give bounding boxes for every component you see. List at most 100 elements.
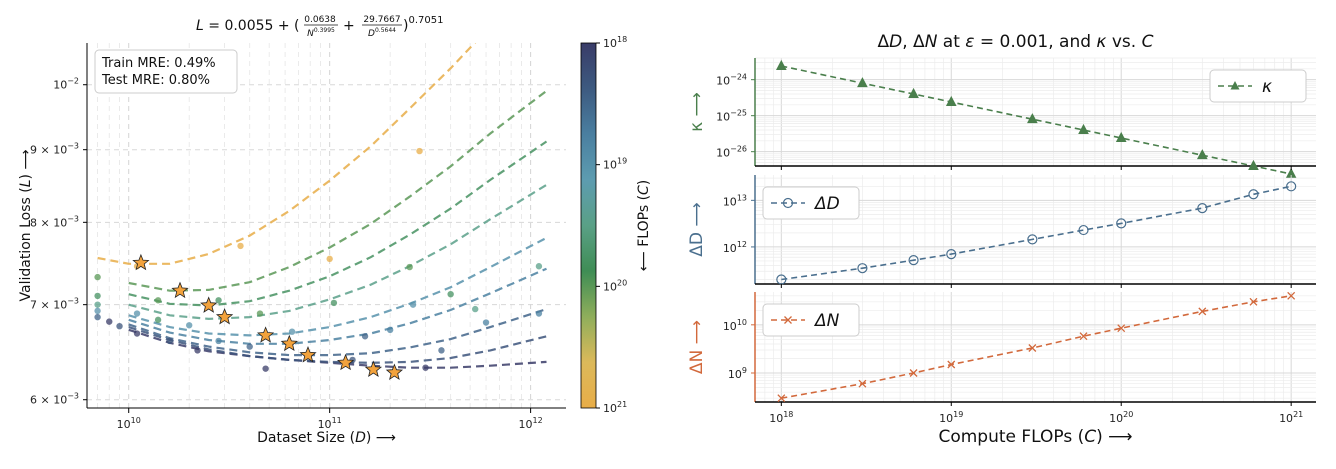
data-marker <box>945 95 957 106</box>
data-point <box>256 310 264 317</box>
data-point <box>409 301 417 308</box>
data-point <box>133 310 141 317</box>
optimum-star <box>132 253 150 271</box>
y-tick-label: 6 × 10−3 <box>30 392 79 407</box>
optimum-star <box>171 281 189 299</box>
optimum-star <box>299 346 317 363</box>
data-marker <box>858 379 867 388</box>
title-plus: + <box>343 18 355 34</box>
optimum-star <box>215 308 234 325</box>
series-line <box>781 185 1292 281</box>
left-grid <box>87 43 566 408</box>
data-point <box>133 330 141 337</box>
optimum-star <box>336 353 355 371</box>
title-rhs: )0.7051 <box>403 15 443 34</box>
y-axis-title: Validation Loss (L) ⟶ <box>18 150 34 302</box>
fit-curve <box>128 267 547 345</box>
data-marker <box>1078 224 1089 236</box>
data-marker <box>1286 181 1297 192</box>
data-marker <box>1248 189 1259 200</box>
data-point <box>94 313 101 321</box>
data-marker <box>908 255 919 266</box>
optimum-star <box>364 360 383 377</box>
y-tick-label: 10−26 <box>716 145 747 160</box>
x-tick-label: 1012 <box>519 416 543 431</box>
y-tick-label: 10−24 <box>716 73 747 88</box>
series-line <box>781 295 1292 399</box>
right-x-axis-title: Compute FLOPs (C) ⟶ <box>938 427 1132 447</box>
data-marker <box>908 87 919 98</box>
colorbar-label: ⟵ FLOPs (C) <box>636 180 652 272</box>
data-point <box>326 255 333 263</box>
data-point <box>386 326 394 334</box>
x-tick-label: 1010 <box>117 416 141 431</box>
title-num1: 0.0638 <box>304 15 336 25</box>
data-point <box>186 322 193 329</box>
y-tick-label: 9 × 10−3 <box>30 142 79 157</box>
data-marker <box>1078 123 1089 134</box>
title-den2: D0.5644 <box>368 27 396 39</box>
data-point <box>482 319 490 326</box>
data-marker <box>1197 203 1208 214</box>
optimum-star <box>256 326 275 343</box>
fit-curve <box>128 183 548 321</box>
fit-curves <box>97 43 548 369</box>
data-point <box>94 292 101 300</box>
y-tick-label: 7 × 10−3 <box>30 297 79 312</box>
fit-curve <box>128 326 547 364</box>
data-point <box>262 365 269 372</box>
x-tick-label: 1018 <box>769 410 793 425</box>
panel-delta-d: 1013 1012 ΔD ΔD ⟶ <box>687 175 1316 288</box>
data-point <box>215 337 222 345</box>
title-num2: 29.7667 <box>363 15 400 25</box>
data-points <box>94 147 543 372</box>
legend-label: κ <box>1262 77 1272 97</box>
right-title: ΔD, ΔN at ε = 0.001, and κ vs. C <box>878 32 1154 52</box>
data-point <box>94 301 101 308</box>
data-point <box>535 263 543 270</box>
data-marker <box>1115 131 1127 142</box>
legend-box <box>762 303 860 337</box>
data-marker <box>857 77 868 88</box>
data-point <box>237 242 244 250</box>
data-marker <box>1117 324 1126 333</box>
data-point <box>94 273 101 281</box>
legend-marker <box>784 316 792 324</box>
fit-curve <box>128 140 548 307</box>
legend-line: Test MRE: 0.80% <box>101 73 210 88</box>
legend-label: ΔD <box>813 194 840 214</box>
x-tick-label: 1020 <box>1109 410 1133 425</box>
data-point <box>447 290 454 298</box>
right-chart: ΔD, ΔN at ε = 0.001, and κ vs. C10−2410−… <box>687 32 1316 447</box>
fit-curve <box>97 43 477 265</box>
data-marker <box>909 369 918 377</box>
data-point <box>154 297 162 304</box>
y-tick-label: 10−25 <box>716 109 747 124</box>
data-point <box>194 347 201 354</box>
y-tick-label: 1012 <box>723 240 747 255</box>
panel-delta-n: 1010 109 ΔN ΔN ⟶ 1018 1019 1020 1021 <box>687 291 1316 425</box>
data-point <box>94 307 101 315</box>
chart-title: L = 0.0055 + (0.0638 N0.3995 +29.7667 D0.56… <box>196 15 443 39</box>
data-marker <box>776 274 787 285</box>
data-marker <box>1196 149 1208 160</box>
optimum-star <box>200 296 218 313</box>
y-axis-title: κ ⟶ <box>687 92 707 132</box>
legend-box <box>94 49 238 94</box>
y-tick-label: 10−2 <box>53 77 79 92</box>
data-marker <box>777 394 786 403</box>
data-point <box>422 364 429 371</box>
x-tick-label: 1011 <box>318 416 342 431</box>
data-point <box>166 337 173 345</box>
data-point <box>361 333 369 340</box>
legend-marker <box>1230 81 1240 90</box>
colorbar-tick-label: 1019 <box>603 157 627 172</box>
fit-curve <box>128 90 548 292</box>
data-marker <box>1249 297 1258 306</box>
title-den1: N0.3995 <box>307 27 335 39</box>
data-point <box>288 328 296 335</box>
optima-stars <box>132 253 404 380</box>
panel-kappa: 10−24 10−25 10−26 κ κ ⟶ <box>687 57 1316 178</box>
colorbar-tick-label: 1020 <box>603 278 627 293</box>
